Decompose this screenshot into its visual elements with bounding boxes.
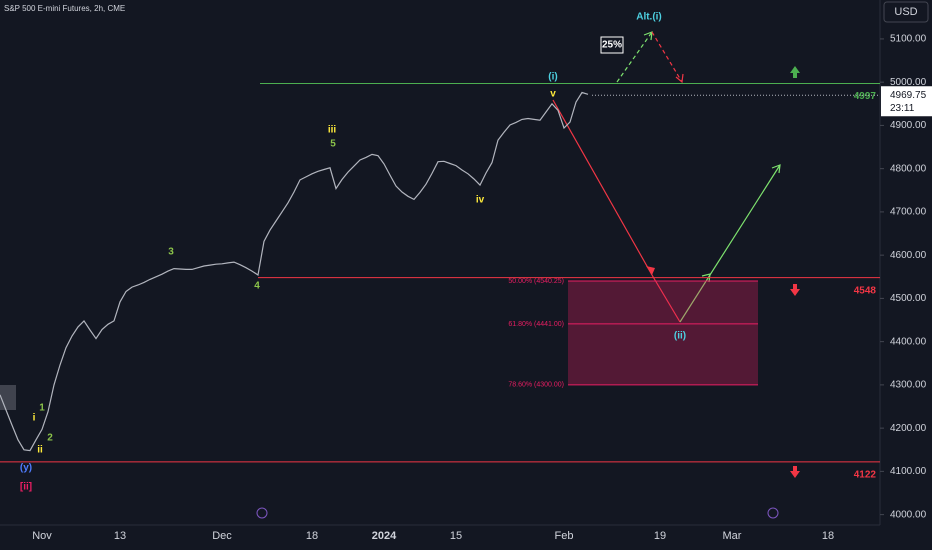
y-tick-label: 4200.00 [890, 423, 927, 434]
wave-label: 2 [47, 433, 53, 444]
x-tick-label: Nov [32, 530, 52, 542]
alt-projection [616, 31, 653, 83]
wave-label: iv [476, 195, 485, 206]
y-tick-label: 4300.00 [890, 380, 927, 391]
down-arrow [790, 284, 800, 296]
y-tick-label: 4100.00 [890, 466, 927, 477]
x-tick-label: Mar [723, 530, 742, 542]
arrow-head [701, 273, 711, 283]
arrow-head [771, 164, 781, 174]
price-tag [881, 86, 932, 117]
y-tick-label: 4900.00 [890, 120, 927, 131]
alt-projection [651, 31, 683, 83]
wave-label: (y) [20, 463, 32, 474]
wave-label: 1 [39, 403, 45, 414]
y-tick-label: 4800.00 [890, 163, 927, 174]
x-tick-label: 19 [654, 530, 666, 542]
wave-label: (ii) [674, 331, 686, 342]
level-label: 4548 [854, 285, 877, 296]
y-tick-label: 4500.00 [890, 293, 927, 304]
x-tick-label: Dec [212, 530, 232, 542]
range-box [0, 385, 16, 410]
label-box [600, 36, 624, 54]
x-tick-label: 18 [306, 530, 318, 542]
x-tick-label: 18 [822, 530, 834, 542]
wave-label: [ii] [20, 482, 32, 493]
currency-box[interactable] [883, 1, 929, 23]
wave-label: v [550, 89, 556, 100]
projection-line [679, 164, 781, 323]
y-tick-label: 5100.00 [890, 34, 927, 45]
fib-label: 61.80% (4441.00) [508, 321, 564, 328]
wave-label: 25% [602, 40, 622, 51]
wave-label: 4 [254, 281, 260, 292]
price-line [0, 91, 589, 452]
y-tick-label: 4700.00 [890, 207, 927, 218]
wave-label: 5 [330, 139, 336, 150]
wave-label: iii [328, 125, 337, 136]
x-tick-label: Feb [555, 530, 574, 542]
fib-zone [568, 280, 758, 385]
level-label: 4997 [854, 91, 877, 102]
projection-line [552, 99, 653, 276]
x-tick-label: 13 [114, 530, 126, 542]
wave-label: 3 [168, 247, 174, 258]
currency: USD [894, 6, 917, 18]
event-icon[interactable] [256, 507, 268, 519]
wave-label: ii [37, 445, 43, 456]
x-tick-label: 2024 [372, 530, 397, 542]
chart-title: S&P 500 E-mini Futures, 2h, CME [4, 4, 125, 13]
event-icon[interactable] [767, 507, 779, 519]
countdown: 23:11 [890, 103, 915, 114]
x-tick-label: 15 [450, 530, 462, 542]
wave-label: Alt.(i) [636, 12, 662, 23]
wave-label: (i) [548, 72, 557, 83]
y-tick-label: 4000.00 [890, 509, 927, 520]
up-arrow [790, 66, 800, 78]
fib-label: 78.60% (4300.00) [508, 382, 564, 389]
arrow-head [675, 73, 684, 84]
y-tick-label: 4600.00 [890, 250, 927, 261]
fib-label: 50.00% (4540.25) [508, 278, 564, 285]
last-price: 4969.75 [890, 90, 927, 101]
y-tick-label: 4400.00 [890, 336, 927, 347]
wave-label: i [33, 413, 36, 424]
arrow-head [646, 266, 655, 275]
projection-line [651, 274, 681, 323]
level-label: 4122 [854, 470, 877, 481]
down-arrow [790, 466, 800, 478]
y-tick-label: 5000.00 [890, 77, 927, 88]
